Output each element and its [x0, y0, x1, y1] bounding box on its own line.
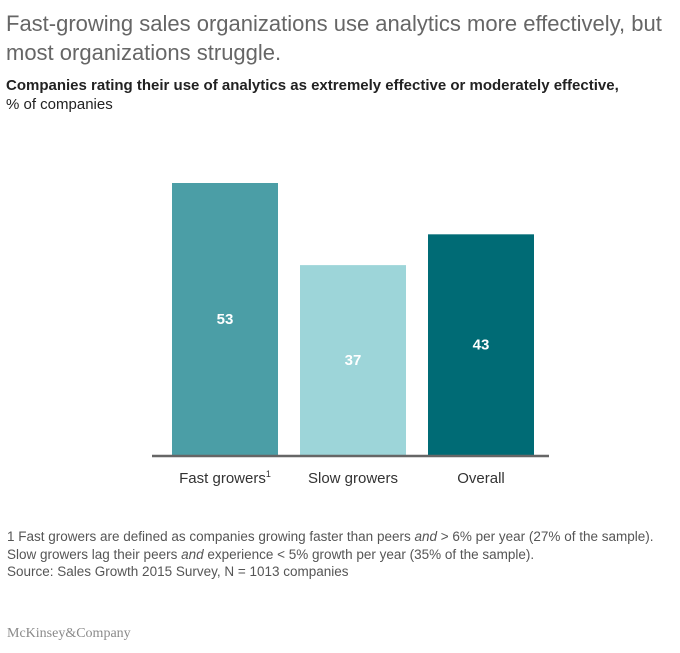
footnote-definition: 1 Fast growers are defined as companies … — [7, 528, 675, 563]
chart-subtitle: Companies rating their use of analytics … — [6, 76, 674, 114]
category-label: Overall — [457, 470, 505, 487]
footnote-part-1: 1 Fast growers are defined as companies … — [7, 529, 415, 544]
mckinsey-logo: McKinsey&Company — [7, 626, 131, 641]
footnote-emphasis-2: and — [181, 546, 204, 562]
bar-value-label: 53 — [217, 311, 234, 328]
footnote-emphasis-1: and — [414, 529, 437, 544]
footnote-marker: 1 — [266, 469, 271, 479]
bar — [428, 234, 534, 455]
bar-chart: 53 Fast growers1 37 Slow growers 43 Overall — [152, 183, 549, 487]
subtitle-line-2: % of companies — [6, 96, 113, 113]
subtitle-line-1: Companies rating their use of analytics … — [6, 77, 619, 94]
source-note: Source: Sales Growth 2015 Survey, N = 10… — [7, 564, 349, 579]
footnote-part-3: experience < 5% growth per year (35% of … — [203, 546, 535, 562]
footnote-part-2: > 6% per year (27% of the sample). Slow … — [7, 529, 654, 562]
bar-value-label: 43 — [473, 337, 490, 354]
bar — [172, 183, 278, 455]
category-label: Slow growers — [308, 470, 398, 487]
chart-title: Fast-growing sales organizations use ana… — [6, 11, 662, 65]
category-label: Fast growers1 — [179, 469, 271, 487]
bar — [300, 265, 406, 455]
bar-value-label: 37 — [345, 352, 362, 369]
footnotes: 1 Fast growers are defined as companies … — [7, 528, 675, 581]
